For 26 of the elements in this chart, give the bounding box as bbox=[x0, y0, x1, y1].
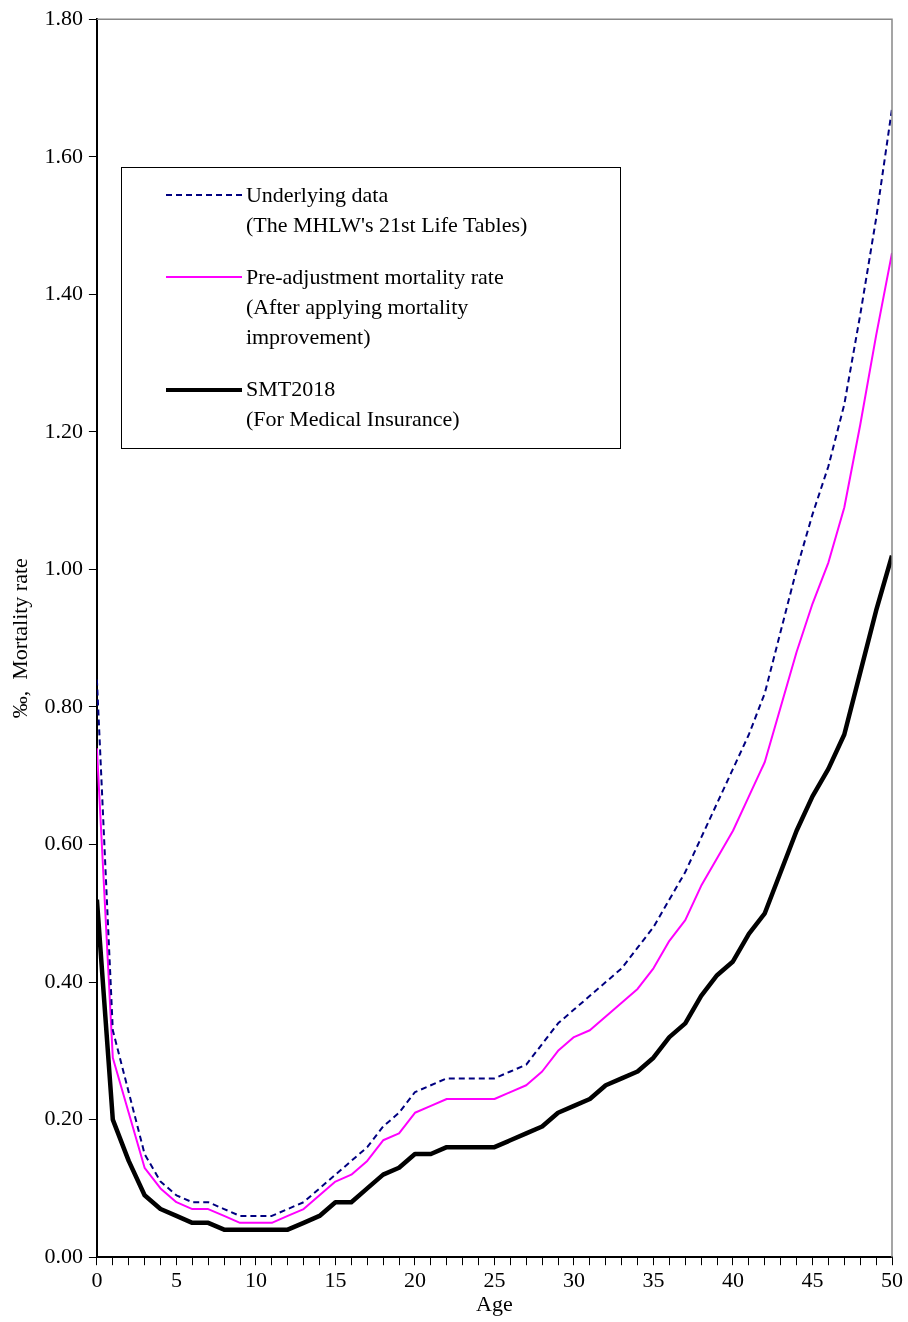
x-tick-label: 10 bbox=[244, 1267, 267, 1293]
y-tick-label: 0.60 bbox=[44, 830, 83, 856]
x-tick-label: 45 bbox=[801, 1267, 824, 1293]
x-tick-label: 20 bbox=[403, 1267, 426, 1293]
y-tick-label: 0.20 bbox=[44, 1105, 83, 1131]
x-tick-label: 40 bbox=[721, 1267, 744, 1293]
y-tick-label: 1.00 bbox=[44, 555, 83, 581]
legend-label: Underlying data (The MHLW's 21st Life Tables) bbox=[245, 181, 529, 240]
x-tick-label: 15 bbox=[324, 1267, 347, 1293]
x-tick-label: 30 bbox=[562, 1267, 585, 1293]
y-tick-label: 1.80 bbox=[44, 4, 83, 30]
x-tick-label: 50 bbox=[881, 1267, 903, 1293]
legend-label: Pre-adjustment mortality rate (After applying mortality improvement) bbox=[245, 263, 505, 352]
x-tick-label: 35 bbox=[642, 1267, 665, 1293]
y-tick-label: 0.80 bbox=[44, 692, 83, 718]
y-tick-label: 1.20 bbox=[44, 417, 83, 443]
x-tick-label: 25 bbox=[483, 1267, 506, 1293]
y-tick-label: 0.00 bbox=[44, 1242, 83, 1268]
x-axis-title: Age bbox=[476, 1290, 513, 1316]
y-tick-label: 1.60 bbox=[44, 142, 83, 168]
legend-label: SMT2018 (For Medical Insurance) bbox=[245, 375, 461, 434]
x-tick-label: 5 bbox=[170, 1267, 182, 1293]
x-tick-label: 0 bbox=[91, 1267, 103, 1293]
y-tick-label: 1.40 bbox=[44, 280, 83, 306]
y-axis-title: ‰, Mortality rate bbox=[6, 558, 32, 719]
y-tick-label: 0.40 bbox=[44, 967, 83, 993]
